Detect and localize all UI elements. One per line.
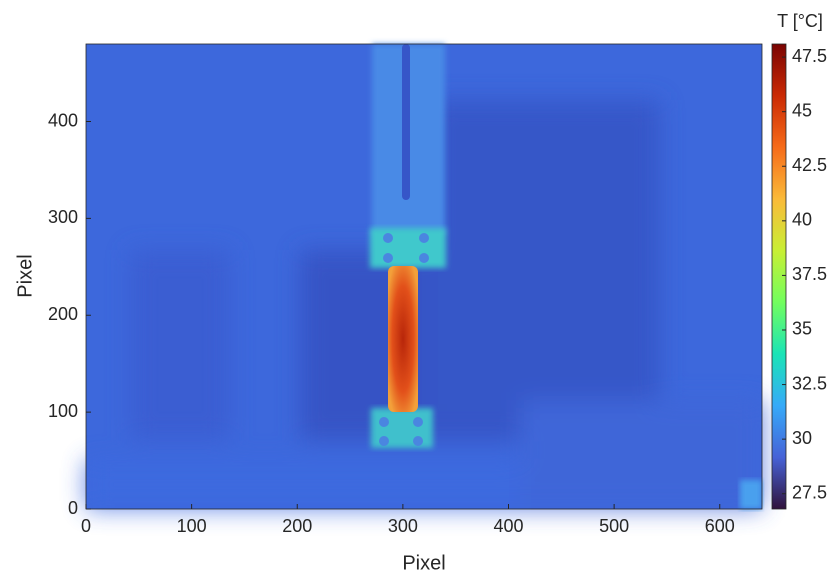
colorbar-tick-label: 37.5 <box>792 264 827 284</box>
colorbar-tick-label: 42.5 <box>792 155 827 175</box>
plot-frame <box>85 43 763 510</box>
colorbar-tick-label: 27.5 <box>792 482 827 502</box>
colorbar-tick-label: 32.5 <box>792 373 827 393</box>
x-tick-label: 200 <box>282 516 312 536</box>
x-tick-label: 400 <box>493 516 523 536</box>
colorbar-tick-label: 45 <box>792 100 812 120</box>
colorbar-tick-label: 40 <box>792 210 812 230</box>
x-tick-label: 500 <box>599 516 629 536</box>
colorbar-label: T [°C] <box>777 11 823 31</box>
colorbar-tick-label: 30 <box>792 428 812 448</box>
y-axis-label: Pixel <box>14 254 36 297</box>
y-tick-label: 300 <box>48 207 78 227</box>
x-axis-label: Pixel <box>402 552 445 574</box>
y-tick-label: 200 <box>48 304 78 324</box>
x-tick-label: 300 <box>388 516 418 536</box>
colorbar-tick-label: 47.5 <box>792 46 827 66</box>
y-tick-label: 0 <box>68 498 78 518</box>
colorbar-tick-label: 35 <box>792 319 812 339</box>
x-tick-label: 0 <box>81 516 91 536</box>
colorbar <box>771 43 787 510</box>
y-tick-label: 400 <box>48 110 78 130</box>
y-tick-label: 100 <box>48 401 78 421</box>
x-tick-label: 600 <box>705 516 735 536</box>
x-tick-label: 100 <box>177 516 207 536</box>
thermal-image <box>86 44 762 509</box>
